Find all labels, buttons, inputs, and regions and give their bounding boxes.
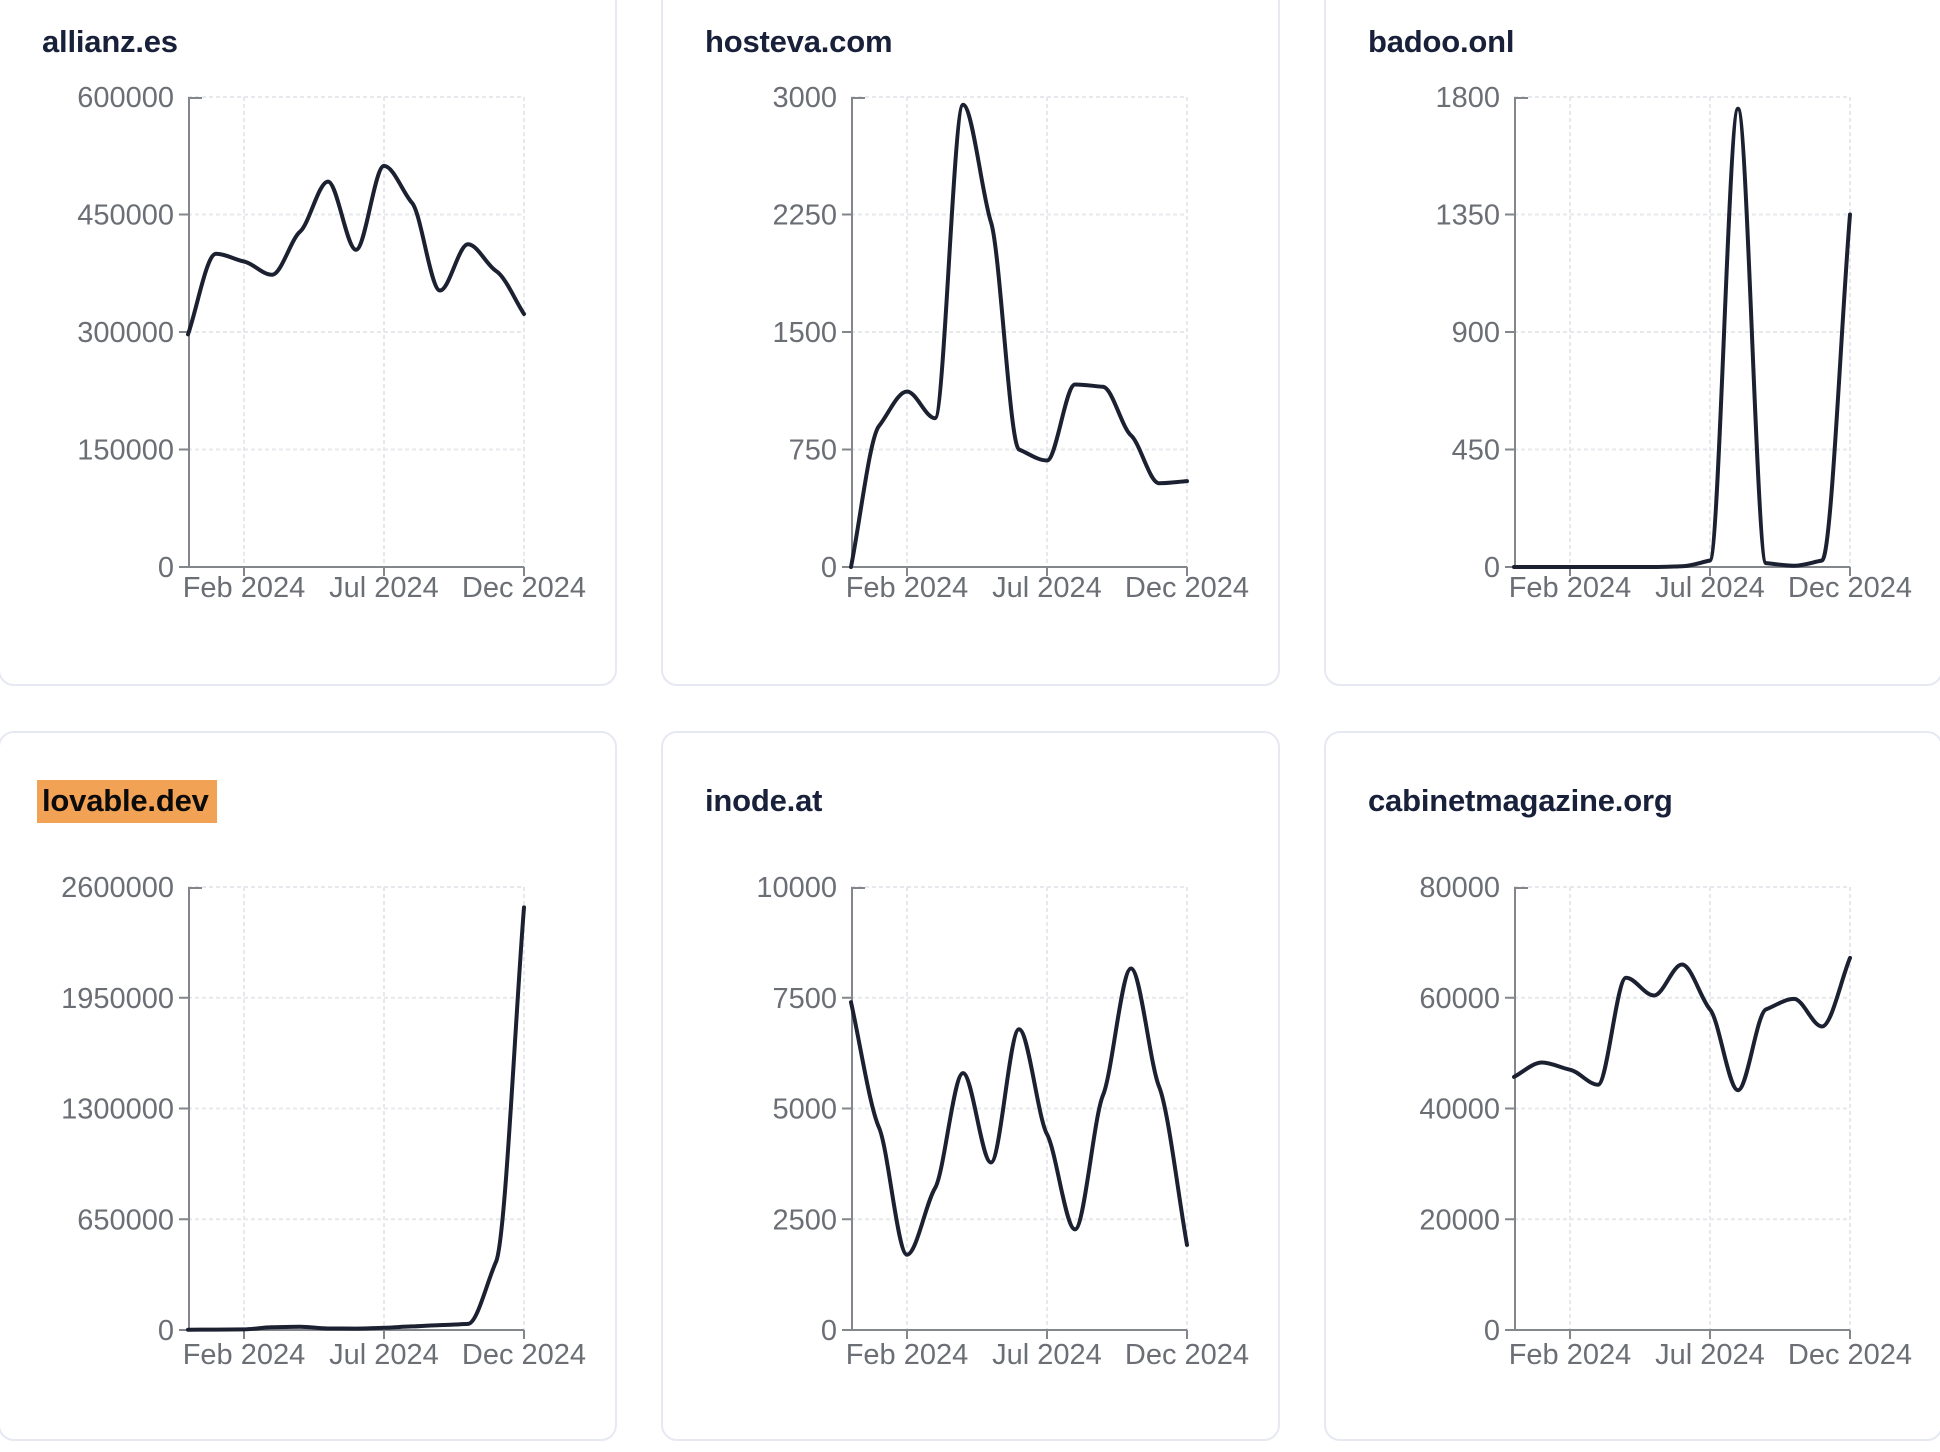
tick-labels: 0 450 900 1350 1800 Feb 2024 Jul 2024 Dec 2024 <box>1435 82 1912 604</box>
axes <box>1505 97 1851 576</box>
gridlines <box>851 886 1188 1330</box>
x-tick-label: Feb 2024 <box>846 572 969 604</box>
y-tick-label: 2600000 <box>61 872 174 904</box>
tick-labels: 0 750 1500 2250 3000 Feb 2024 Jul 2024 Dec 2024 <box>772 82 1249 604</box>
axes <box>179 97 525 576</box>
tick-labels: 0 150000 300000 450000 600000 Feb 2024 Jul 202… <box>77 82 586 604</box>
chart-card-lovable-dev: lovable.dev 0 650000 1300000 1950000 2600000… <box>0 731 617 1441</box>
x-tick-label: Dec 2024 <box>1788 572 1912 604</box>
y-tick-label: 5000 <box>772 1094 837 1126</box>
y-tick-label: 150000 <box>77 435 174 467</box>
tick-labels: 0 650000 1300000 1950000 2600000 Feb 2024 Jul … <box>61 872 586 1371</box>
x-tick-label: Feb 2024 <box>183 1339 306 1371</box>
x-tick-label: Feb 2024 <box>1509 572 1632 604</box>
y-tick-label: 900 <box>1452 317 1500 349</box>
y-tick-label: 1950000 <box>61 983 174 1015</box>
line-chart: 0 150000 300000 450000 600000 Feb 2024 Jul 202… <box>77 82 586 604</box>
y-tick-label: 450000 <box>77 200 174 232</box>
y-tick-label: 1350 <box>1435 200 1500 232</box>
x-tick-label: Dec 2024 <box>462 572 586 604</box>
y-tick-label: 0 <box>821 1315 837 1347</box>
chart-card-inode-at: inode.at 0 2500 5000 7500 10000 Feb 2024 Jul 2… <box>661 731 1280 1441</box>
y-tick-label: 80000 <box>1419 872 1500 904</box>
line-chart: 0 750 1500 2250 3000 Feb 2024 Jul 2024 Dec 2024 <box>772 82 1249 604</box>
data-line <box>1512 955 1852 1093</box>
y-tick-label: 0 <box>821 552 837 584</box>
data-line <box>1512 106 1852 569</box>
domain-label: badoo.onl <box>1368 24 1515 59</box>
chart-card-badoo-onl: badoo.onl 0 450 900 1350 1800 Feb 2024 Jul 202… <box>1324 0 1940 686</box>
y-tick-label: 1500 <box>772 317 837 349</box>
tick-labels: 0 2500 5000 7500 10000 Feb 2024 Jul 2024 Dec 20… <box>756 872 1249 1371</box>
chart-card-allianz-es: allianz.es 0 150000 300000 450000 600000 Feb … <box>0 0 617 686</box>
axes <box>842 887 1188 1339</box>
y-tick-label: 0 <box>158 1315 174 1347</box>
y-tick-label: 0 <box>158 552 174 584</box>
gridlines <box>188 96 525 567</box>
x-tick-label: Dec 2024 <box>462 1339 586 1371</box>
chart-title: badoo.onl <box>1368 24 1514 60</box>
domain-label: cabinetmagazine.org <box>1368 783 1673 818</box>
x-tick-label: Jul 2024 <box>329 1339 439 1371</box>
chart-title: allianz.es <box>42 24 178 60</box>
y-tick-label: 450 <box>1452 435 1500 467</box>
chart-title: cabinetmagazine.org <box>1368 783 1673 819</box>
x-tick-label: Dec 2024 <box>1125 572 1249 604</box>
x-tick-label: Jul 2024 <box>992 572 1102 604</box>
y-tick-label: 7500 <box>772 983 837 1015</box>
line-chart: 0 650000 1300000 1950000 2600000 Feb 2024 Jul … <box>61 872 586 1371</box>
y-tick-label: 300000 <box>77 317 174 349</box>
y-tick-label: 0 <box>1484 1315 1500 1347</box>
axes <box>842 97 1188 576</box>
tick-labels: 0 20000 40000 60000 80000 Feb 2024 Jul 2024 Dec… <box>1419 872 1912 1371</box>
chart-card-cabinetmagazine-org: cabinetmagazine.org 0 20000 40000 60000 8000… <box>1324 731 1940 1441</box>
y-tick-label: 600000 <box>77 82 174 114</box>
gridlines <box>851 96 1188 567</box>
y-tick-label: 750 <box>789 435 837 467</box>
domain-label: allianz.es <box>42 24 178 59</box>
x-tick-label: Jul 2024 <box>1655 1339 1765 1371</box>
axes <box>179 887 525 1339</box>
axes <box>1505 887 1851 1339</box>
chart-title: inode.at <box>705 783 822 819</box>
y-tick-label: 650000 <box>77 1204 174 1236</box>
chart-card-hosteva-com: hosteva.com 0 750 1500 2250 3000 Feb 2024 Jul … <box>661 0 1280 686</box>
domain-label-highlighted: lovable.dev <box>37 780 217 823</box>
y-tick-label: 2500 <box>772 1204 837 1236</box>
data-line <box>849 102 1189 569</box>
gridlines <box>1514 96 1851 567</box>
gridlines <box>1514 886 1851 1330</box>
x-tick-label: Jul 2024 <box>1655 572 1765 604</box>
x-tick-label: Jul 2024 <box>992 1339 1102 1371</box>
y-tick-label: 60000 <box>1419 983 1500 1015</box>
line-chart: 0 20000 40000 60000 80000 Feb 2024 Jul 2024 Dec… <box>1419 872 1912 1371</box>
domain-label: hosteva.com <box>705 24 893 59</box>
x-tick-label: Jul 2024 <box>329 572 439 604</box>
data-line <box>849 966 1189 1257</box>
chart-title: hosteva.com <box>705 24 893 60</box>
y-tick-label: 1800 <box>1435 82 1500 114</box>
y-tick-label: 0 <box>1484 552 1500 584</box>
x-tick-label: Feb 2024 <box>1509 1339 1632 1371</box>
y-tick-label: 2250 <box>772 200 837 232</box>
line-chart: 0 2500 5000 7500 10000 Feb 2024 Jul 2024 Dec 20… <box>756 872 1249 1371</box>
data-line <box>186 905 526 1332</box>
y-tick-label: 3000 <box>772 82 837 114</box>
gridlines <box>188 886 525 1330</box>
data-line <box>186 163 526 337</box>
line-chart: 0 450 900 1350 1800 Feb 2024 Jul 2024 Dec 2024 <box>1435 82 1912 604</box>
y-tick-label: 20000 <box>1419 1204 1500 1236</box>
x-tick-label: Feb 2024 <box>846 1339 969 1371</box>
y-tick-label: 1300000 <box>61 1094 174 1126</box>
y-tick-label: 40000 <box>1419 1094 1500 1126</box>
x-tick-label: Feb 2024 <box>183 572 306 604</box>
y-tick-label: 10000 <box>756 872 837 904</box>
x-tick-label: Dec 2024 <box>1125 1339 1249 1371</box>
domain-label: inode.at <box>705 783 823 818</box>
chart-title: lovable.dev <box>37 780 217 823</box>
x-tick-label: Dec 2024 <box>1788 1339 1912 1371</box>
